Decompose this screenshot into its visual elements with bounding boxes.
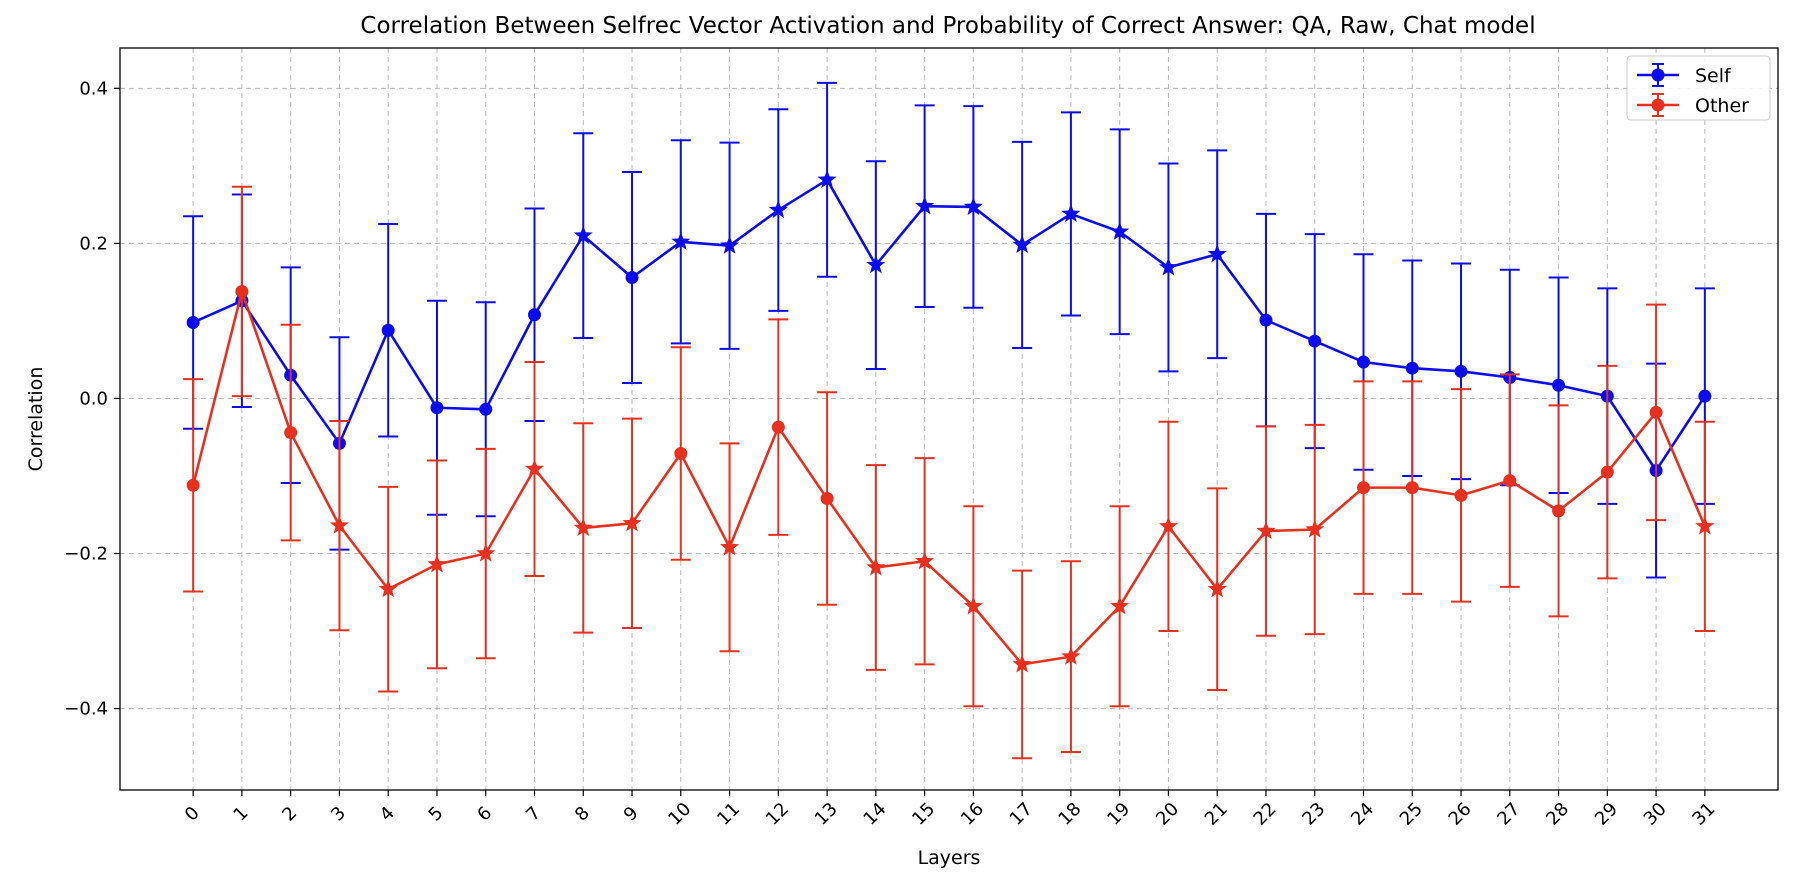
- self-point: [1698, 389, 1712, 403]
- y-tick-label: 0.0: [79, 388, 108, 409]
- other-series: [183, 185, 1715, 760]
- other-point: [235, 284, 249, 298]
- x-axis-label: Layers: [918, 847, 981, 869]
- self-point: [186, 315, 200, 329]
- other-point: [1695, 516, 1715, 535]
- other-point: [186, 478, 200, 492]
- self-line: [192, 178, 1706, 472]
- self-point: [1110, 221, 1130, 240]
- other-point: [1207, 579, 1227, 598]
- self-point: [1207, 244, 1227, 263]
- other-point: [771, 420, 785, 434]
- self-point: [866, 255, 886, 274]
- self-point: [625, 271, 639, 285]
- other-point: [427, 554, 447, 573]
- self-point: [1012, 234, 1032, 254]
- other-point: [1552, 504, 1566, 518]
- y-tick-label: −0.2: [64, 544, 108, 565]
- other-point: [1061, 646, 1081, 665]
- chart-title: Correlation Between Selfrec Vector Activ…: [360, 13, 1535, 39]
- other-point: [720, 537, 740, 556]
- legend-item-self: Self: [1637, 63, 1732, 87]
- self-point: [1357, 355, 1370, 369]
- other-point: [573, 517, 593, 537]
- other-point: [1158, 516, 1178, 535]
- self-point: [1552, 378, 1566, 392]
- plot-frame: [119, 47, 1779, 791]
- self-point: [963, 196, 983, 216]
- other-point: [622, 513, 642, 532]
- y-tick-label: −0.4: [64, 699, 108, 720]
- self-point: [1158, 257, 1178, 276]
- self-point: [915, 196, 935, 215]
- other-point: [476, 543, 496, 562]
- self-point: [528, 308, 541, 322]
- other-point: [329, 515, 349, 534]
- self-point: [817, 169, 837, 188]
- self-point: [573, 225, 593, 244]
- other-point: [1305, 519, 1325, 538]
- other-point: [1110, 596, 1130, 615]
- legend-item-other: Other: [1637, 93, 1749, 117]
- other-point: [866, 557, 886, 576]
- self-series: [183, 81, 1715, 579]
- legend-label: Self: [1695, 65, 1732, 87]
- other-point: [963, 596, 983, 615]
- y-axis-label: Correlation: [25, 367, 47, 472]
- self-point: [1454, 364, 1468, 378]
- self-point: [430, 401, 444, 415]
- other-point: [378, 579, 398, 598]
- self-point: [1259, 313, 1273, 327]
- legend-marker: [1651, 68, 1665, 82]
- self-point: [479, 402, 493, 416]
- other-point: [1256, 521, 1276, 540]
- self-point: [768, 200, 788, 219]
- other-point: [915, 551, 935, 570]
- other-point: [820, 491, 834, 505]
- self-point: [720, 235, 740, 254]
- other-point: [674, 447, 688, 461]
- other-point: [1649, 405, 1663, 419]
- y-tick-label: 0.4: [79, 78, 108, 99]
- other-point: [1454, 488, 1468, 502]
- other-point: [1503, 474, 1517, 488]
- other-point: [524, 459, 545, 478]
- self-point: [1308, 334, 1322, 348]
- y-tick-label: 0.2: [79, 233, 108, 254]
- data-series: [183, 81, 1715, 760]
- self-point: [671, 231, 691, 250]
- legend: Self Other: [1626, 55, 1771, 121]
- other-point: [1012, 654, 1032, 673]
- other-point: [284, 426, 298, 440]
- other-line: [191, 290, 1707, 666]
- self-point: [381, 323, 395, 337]
- legend-marker: [1651, 98, 1665, 112]
- other-point: [1600, 465, 1614, 479]
- other-point: [1405, 481, 1419, 495]
- other-point: [1357, 481, 1370, 495]
- self-point: [1405, 361, 1419, 375]
- legend-label: Other: [1695, 95, 1749, 117]
- self-point: [1061, 203, 1081, 223]
